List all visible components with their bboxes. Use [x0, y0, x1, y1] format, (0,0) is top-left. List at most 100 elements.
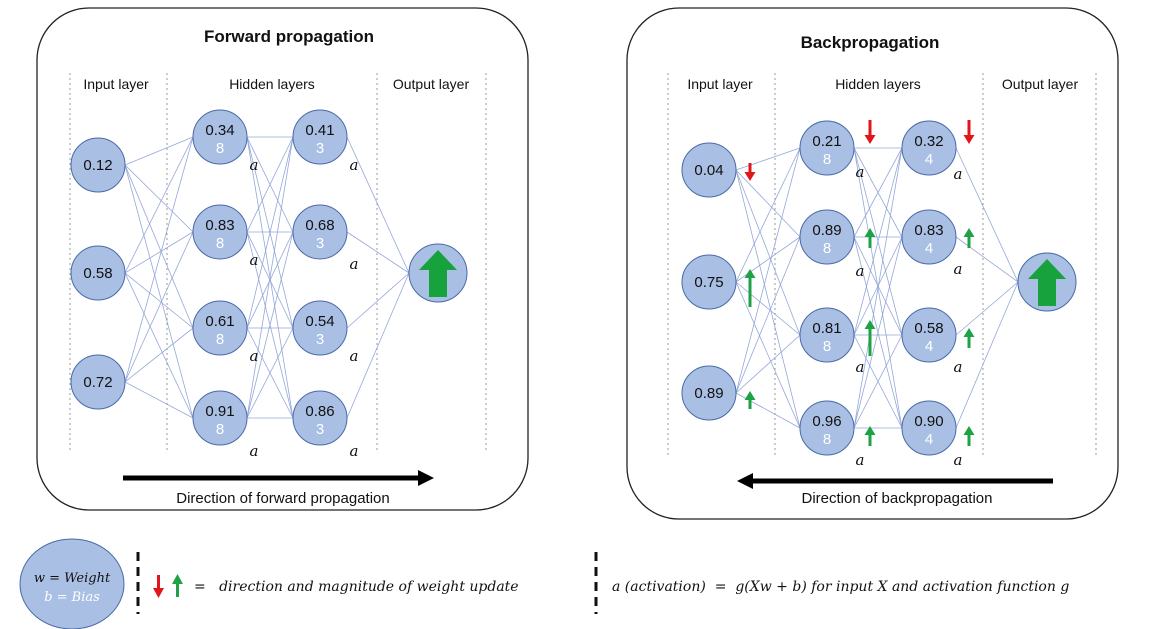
forward-hidden-neuron	[192, 204, 248, 260]
backprop-connection-line	[735, 147, 801, 283]
forward-activation-label: a	[250, 251, 259, 269]
red-down-arrow-icon	[864, 120, 876, 144]
forward-weight-value: 0.61	[205, 313, 234, 330]
forward-connection-line	[246, 231, 294, 419]
forward-weight-value: 0.41	[305, 122, 334, 139]
backprop-weight-value: 0.96	[812, 413, 841, 430]
forward-weight-value: 0.54	[305, 313, 334, 330]
backprop-input-value: 0.75	[694, 274, 723, 291]
forward-connection-line	[346, 272, 410, 329]
forward-bias-value: 3	[316, 421, 324, 438]
backprop-bias-value: 8	[823, 240, 831, 257]
forward-activation-label: a	[250, 442, 259, 460]
forward-hidden-neuron	[192, 390, 248, 446]
backprop-hidden-neuron	[901, 400, 957, 456]
backprop-activation-label: a	[954, 165, 963, 183]
forward-input-value: 0.72	[83, 374, 112, 391]
forward-input-value: 0.58	[83, 265, 112, 282]
backprop-weight-value: 0.58	[914, 320, 943, 337]
forward-weight-value: 0.86	[305, 403, 334, 420]
backprop-connection-line	[955, 281, 1019, 429]
forward-bias-value: 8	[216, 331, 224, 348]
forward-input-neuron	[70, 137, 126, 193]
backprop-weight-value: 0.81	[812, 320, 841, 337]
forward-activation-label: a	[350, 347, 359, 365]
backprop-hidden2-neurons: 0.32 4 a 0.83 4 a 0.58 4 a 0.90 4 a	[901, 120, 963, 469]
backprop-connection-line	[735, 147, 801, 171]
forward-input-value: 0.12	[83, 157, 112, 174]
backprop-hidden-neuron	[799, 120, 855, 176]
green-up-arrow-icon	[419, 250, 457, 297]
backprop-hidden-neuron	[901, 120, 957, 176]
backprop-hidden-neuron	[799, 400, 855, 456]
backprop-hidden-neuron	[901, 209, 957, 265]
forward-bias-value: 3	[316, 140, 324, 157]
forward-connection-line	[124, 164, 194, 329]
forward-weight-value: 0.34	[205, 122, 234, 139]
backprop-input-neurons: 0.04 0.75 0.89	[681, 142, 737, 421]
forward-panel: Forward propagation Input layer Hidden l…	[36, 7, 529, 511]
forward-input-neuron	[70, 245, 126, 301]
legend-weight-label: w = Weight	[34, 571, 111, 586]
backprop-bias-value: 8	[823, 338, 831, 355]
backprop-activation-label: a	[856, 262, 865, 280]
backprop-activation-label: a	[954, 358, 963, 376]
forward-connection-line	[124, 327, 194, 383]
backprop-connection-line	[955, 236, 1019, 283]
forward-activation-label: a	[350, 156, 359, 174]
forward-connection-line	[246, 136, 294, 233]
forward-panel-frame	[36, 7, 529, 511]
forward-hidden-neuron	[192, 300, 248, 356]
forward-connection-line	[124, 231, 194, 274]
backprop-connection-line	[735, 281, 801, 429]
forward-weight-value: 0.68	[305, 217, 334, 234]
backprop-connection-line	[853, 236, 903, 429]
forward-bias-value: 8	[216, 140, 224, 157]
forward-connection-line	[124, 381, 194, 419]
backprop-connection-line	[735, 334, 801, 394]
forward-connection-line	[124, 272, 194, 329]
backprop-connection-line	[735, 281, 801, 336]
backprop-input-neuron	[681, 365, 737, 421]
backprop-bias-value: 4	[925, 431, 933, 448]
backprop-hidden-neuron	[901, 307, 957, 363]
backprop-weight-value: 0.90	[914, 413, 943, 430]
backprop-connection-line	[853, 147, 903, 336]
forward-connection-line	[246, 136, 294, 419]
green-up-arrow-icon	[864, 426, 876, 446]
red-down-arrow-icon	[963, 120, 975, 144]
backprop-weight-value: 0.21	[812, 133, 841, 150]
forward-connection-line	[246, 327, 294, 419]
forward-connection-line	[124, 231, 194, 383]
forward-connection-line	[124, 164, 194, 419]
backprop-connection-line	[853, 147, 903, 238]
forward-hidden-neuron	[292, 390, 348, 446]
backprop-connection-line	[735, 169, 801, 238]
backprop-hidden-neuron	[799, 209, 855, 265]
backprop-hidden1-neurons: 0.21 8 a 0.89 8 a 0.81 8 a 0.96 8 a	[799, 120, 865, 469]
forward-hidden-neuron	[292, 109, 348, 165]
green-up-arrow-icon	[963, 228, 975, 248]
forward-activation-label: a	[250, 347, 259, 365]
forward-hidden-layers-label: Hidden layers	[229, 76, 315, 92]
backprop-weight-value: 0.83	[914, 222, 943, 239]
backprop-connection-line	[955, 281, 1019, 336]
green-up-arrow-icon	[963, 426, 975, 446]
forward-panel-title: Forward propagation	[204, 27, 374, 46]
backprop-activation-label: a	[954, 451, 963, 469]
legend-neuron	[19, 538, 125, 629]
green-up-arrow-icon	[744, 391, 756, 409]
forward-hidden-neuron	[192, 109, 248, 165]
backprop-connections	[735, 147, 1019, 429]
legend: w = Weight b = Bias = direction and magn…	[19, 538, 1069, 629]
forward-connection-line	[124, 136, 194, 274]
forward-bias-value: 8	[216, 235, 224, 252]
forward-output-layer-label: Output layer	[393, 76, 470, 92]
forward-activation-label: a	[350, 255, 359, 273]
forward-input-neurons: 0.12 0.58 0.72	[70, 137, 126, 410]
legend-bias-label: b = Bias	[44, 590, 100, 605]
backprop-connection-line	[853, 147, 903, 429]
backprop-connection-line	[955, 147, 1019, 283]
green-up-arrow-icon	[864, 320, 876, 356]
forward-connection-line	[124, 136, 194, 166]
